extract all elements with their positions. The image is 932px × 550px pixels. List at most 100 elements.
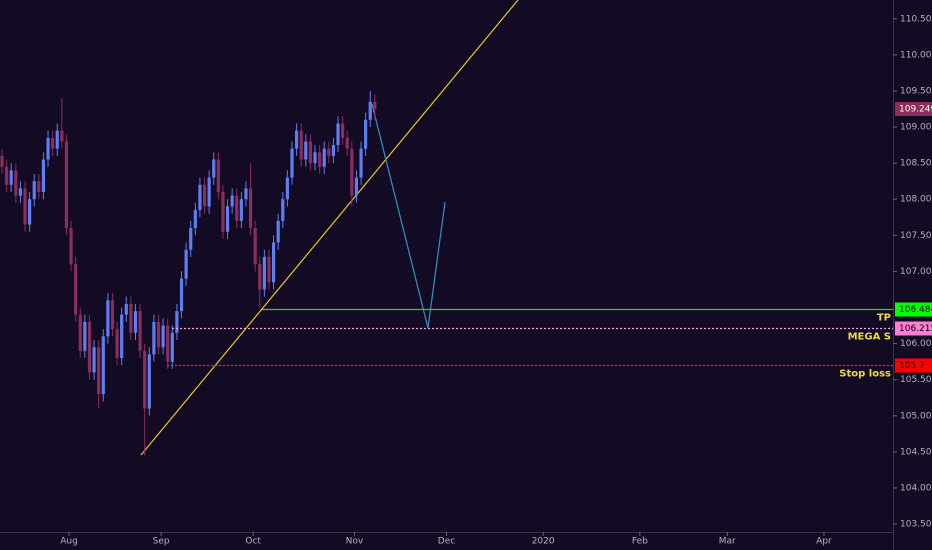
candle-body bbox=[55, 130, 59, 149]
candle-body bbox=[41, 159, 46, 193]
candle-body bbox=[32, 181, 36, 200]
x-tick-label: Sep bbox=[153, 537, 170, 547]
candle-body bbox=[87, 321, 92, 373]
candle-body bbox=[152, 321, 156, 355]
y-tick-label: 106.000 bbox=[900, 339, 932, 349]
candle-body bbox=[46, 137, 50, 160]
y-tick-label: 108.500 bbox=[900, 159, 932, 169]
candle-body bbox=[359, 148, 363, 178]
candle-body bbox=[244, 188, 248, 200]
candle-body bbox=[318, 152, 322, 167]
y-tick-label: 108.000 bbox=[900, 195, 932, 205]
candle-body bbox=[175, 311, 179, 333]
candle-body bbox=[133, 311, 138, 333]
candle-body bbox=[313, 152, 317, 164]
level-tag bbox=[895, 358, 932, 373]
candle-body bbox=[18, 188, 23, 196]
candle-body bbox=[51, 137, 55, 149]
candle-body bbox=[368, 101, 372, 120]
candle-body bbox=[336, 123, 340, 146]
candle-body bbox=[110, 300, 115, 330]
candle-body bbox=[221, 192, 225, 232]
level-label: MEGA S bbox=[848, 332, 891, 343]
x-tick-label: Feb bbox=[632, 537, 648, 547]
x-tick-label: Apr bbox=[816, 537, 832, 547]
candle-body bbox=[345, 137, 349, 149]
level-tag-label: 106.484 bbox=[899, 305, 932, 315]
y-tick-label: 109.000 bbox=[900, 123, 932, 133]
last-price-label: 109.249 bbox=[899, 105, 932, 115]
y-tick-label: 104.000 bbox=[900, 483, 932, 493]
candle-body bbox=[74, 264, 78, 315]
candle-body bbox=[364, 119, 368, 149]
candle-body bbox=[14, 170, 18, 196]
candle-body bbox=[5, 166, 9, 185]
x-tick-label: Aug bbox=[60, 537, 78, 547]
candle-body bbox=[285, 177, 289, 200]
candle-body bbox=[138, 311, 142, 351]
candle-body bbox=[281, 199, 285, 221]
candle-body bbox=[101, 336, 105, 395]
y-tick-label: 103.500 bbox=[900, 520, 932, 530]
candle-body bbox=[271, 242, 276, 283]
y-tick-label: 105.000 bbox=[900, 411, 932, 421]
trend-line bbox=[140, 0, 519, 456]
candle-body bbox=[184, 249, 188, 279]
x-tick-label: Dec bbox=[438, 537, 455, 547]
candle-body bbox=[276, 220, 280, 243]
x-tick-label: Nov bbox=[346, 537, 364, 547]
level-label: TP bbox=[877, 313, 891, 324]
candle-body bbox=[248, 188, 253, 229]
candle-body bbox=[106, 300, 110, 337]
candle-body bbox=[129, 303, 133, 333]
candle-body bbox=[258, 264, 262, 290]
candle-body bbox=[225, 206, 230, 232]
candle-body bbox=[212, 159, 216, 178]
candle-body bbox=[166, 325, 170, 362]
y-tick-label: 107.500 bbox=[900, 231, 932, 241]
candle-body bbox=[354, 177, 359, 196]
candle-body bbox=[373, 101, 377, 110]
level-tag-label: 106.215 bbox=[899, 324, 932, 334]
candle-body bbox=[322, 148, 326, 167]
candle-body bbox=[78, 314, 82, 351]
candle-body bbox=[156, 321, 161, 348]
candle-body bbox=[179, 278, 184, 312]
y-tick-label: 109.500 bbox=[900, 86, 932, 96]
candle-body bbox=[193, 210, 197, 229]
candle-body bbox=[147, 354, 151, 409]
level-tag bbox=[895, 321, 932, 336]
candle-body bbox=[64, 141, 69, 229]
x-tick-label: Oct bbox=[245, 537, 261, 547]
candle-body bbox=[308, 141, 313, 164]
candle-body bbox=[350, 148, 354, 196]
candle-body bbox=[28, 199, 32, 225]
y-tick-label: 104.500 bbox=[900, 447, 932, 457]
last-price-tag bbox=[895, 102, 932, 117]
candle-body bbox=[262, 256, 266, 290]
candle-body bbox=[189, 228, 193, 250]
candle-body bbox=[143, 350, 147, 409]
candle-body bbox=[230, 195, 234, 207]
candle-body bbox=[299, 130, 303, 160]
candle-body bbox=[202, 184, 207, 207]
x-tick-label: Mar bbox=[719, 537, 736, 547]
candle-body bbox=[115, 329, 119, 359]
candle-body bbox=[331, 145, 336, 156]
y-tick-label: 110.000 bbox=[900, 50, 932, 60]
candle-body bbox=[23, 188, 27, 225]
candle-body bbox=[83, 321, 87, 351]
candle-body bbox=[60, 130, 64, 142]
candle-body bbox=[124, 303, 128, 315]
candle-body bbox=[294, 130, 299, 149]
candle-body bbox=[341, 123, 345, 138]
candle-body bbox=[327, 148, 331, 156]
candle-body bbox=[216, 159, 220, 193]
candle-body bbox=[235, 195, 239, 221]
y-tick-label: 110.500 bbox=[900, 14, 932, 24]
candle-body bbox=[267, 256, 271, 283]
candle-body bbox=[69, 228, 73, 265]
y-tick-label: 105.500 bbox=[900, 375, 932, 385]
